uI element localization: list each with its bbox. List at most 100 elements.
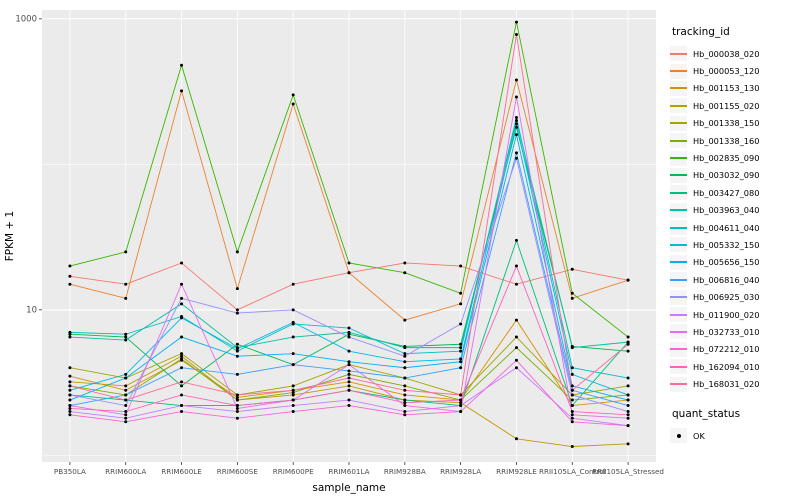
data-point <box>180 302 184 306</box>
data-point <box>68 366 72 370</box>
legend-key-color <box>670 52 687 55</box>
data-point <box>570 404 574 408</box>
data-point <box>459 302 463 306</box>
data-point <box>459 366 463 370</box>
data-point <box>459 264 463 268</box>
data-point <box>347 330 351 334</box>
legend-item-label: Hb_001338_150 <box>693 118 760 129</box>
data-point <box>403 401 407 405</box>
legend-key-line-icon <box>670 46 687 62</box>
data-point <box>180 335 184 339</box>
legend-item: Hb_001338_150 <box>670 115 798 132</box>
data-point <box>180 410 184 414</box>
data-point <box>459 357 463 361</box>
data-point <box>235 416 239 420</box>
data-point <box>570 291 574 295</box>
data-point <box>124 420 128 424</box>
legend-item-label: Hb_004611_040 <box>693 222 760 233</box>
data-point <box>347 388 351 392</box>
data-point <box>68 393 72 397</box>
data-point <box>514 156 518 160</box>
data-point <box>235 406 239 410</box>
legend-item-label: Hb_168031_020 <box>693 379 760 390</box>
data-point <box>570 445 574 449</box>
legend-item: Hb_000053_120 <box>670 62 798 79</box>
data-point <box>514 20 518 24</box>
data-point <box>235 393 239 397</box>
data-point <box>124 282 128 286</box>
legend-item: Hb_072212_010 <box>670 341 798 358</box>
data-point <box>291 393 295 397</box>
legend-key-color <box>670 174 687 177</box>
data-point <box>291 335 295 339</box>
data-point <box>180 354 184 358</box>
data-point <box>459 398 463 402</box>
data-point <box>626 410 630 414</box>
x-tick-label: RRIM600SE <box>217 467 259 476</box>
y-tick-label: 10 <box>26 306 37 316</box>
data-point <box>626 384 630 388</box>
data-point <box>570 420 574 424</box>
legend-key-line-icon <box>670 272 687 288</box>
data-point <box>626 398 630 402</box>
data-point <box>514 318 518 322</box>
legend-item-label: Hb_003032_090 <box>693 170 760 181</box>
data-point <box>403 261 407 265</box>
data-point <box>180 316 184 320</box>
data-point <box>570 416 574 420</box>
legend-item-label: Hb_005332_150 <box>693 239 760 250</box>
legend-key-color <box>670 296 687 299</box>
data-point <box>235 347 239 351</box>
data-point <box>235 308 239 312</box>
legend-item: Hb_000038_020 <box>670 45 798 62</box>
data-point <box>180 261 184 265</box>
data-point <box>68 380 72 384</box>
legend-item-label: Hb_000053_120 <box>693 66 760 77</box>
data-point <box>68 374 72 378</box>
data-point <box>124 296 128 300</box>
legend-key-line-icon <box>670 80 687 96</box>
data-point <box>291 398 295 402</box>
data-point <box>68 404 72 408</box>
legend-key-line-icon <box>670 98 687 114</box>
data-point <box>459 346 463 350</box>
legend-item-label: Hb_003427_080 <box>693 187 760 198</box>
x-tick-label: RRIM600LE <box>161 467 202 476</box>
data-point <box>291 363 295 367</box>
data-point <box>347 398 351 402</box>
legend-key-color <box>670 278 687 281</box>
data-point <box>459 291 463 295</box>
data-point <box>347 380 351 384</box>
data-point <box>124 335 128 339</box>
data-point <box>514 122 518 126</box>
legend-key-color <box>670 383 687 386</box>
data-point <box>347 335 351 339</box>
data-point <box>514 335 518 339</box>
data-point <box>570 388 574 392</box>
legend-key-color <box>670 209 687 212</box>
legend-key-color <box>670 139 687 142</box>
data-point <box>347 404 351 408</box>
data-point <box>68 406 72 410</box>
legend-key-color <box>670 243 687 246</box>
data-point <box>68 384 72 388</box>
legend-item-label: Hb_011900_020 <box>693 309 760 320</box>
data-point <box>124 388 128 392</box>
data-point <box>570 267 574 271</box>
data-point <box>403 393 407 397</box>
data-point <box>403 388 407 392</box>
data-point <box>68 264 72 268</box>
data-point <box>291 352 295 356</box>
legend-key-color <box>670 313 687 316</box>
data-point <box>514 437 518 441</box>
legend-key-point-icon <box>670 428 687 443</box>
data-point <box>626 278 630 282</box>
legend-item: Hb_003427_080 <box>670 184 798 201</box>
legend-key-color <box>670 191 687 194</box>
data-point <box>459 393 463 397</box>
legend-key-line-icon <box>670 289 687 305</box>
legend-item: Hb_168031_020 <box>670 375 798 392</box>
legend-key-color <box>670 365 687 368</box>
legend-key-color <box>670 226 687 229</box>
